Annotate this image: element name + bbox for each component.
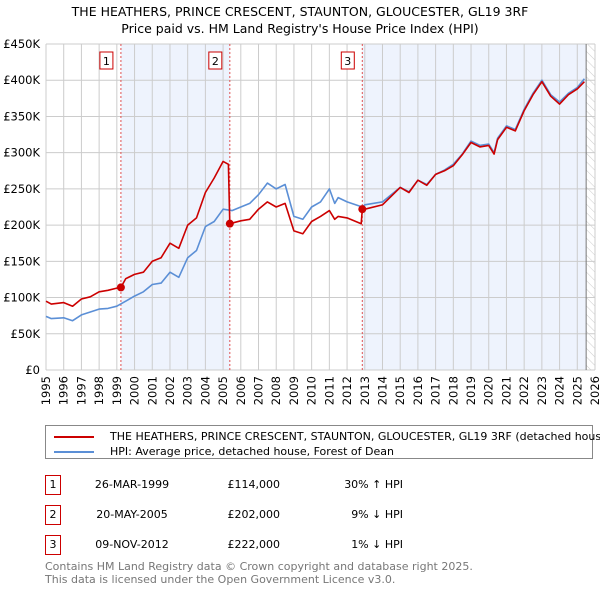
x-tick-label: 2023 <box>535 376 549 405</box>
transaction-row: 3 09-NOV-2012 £222,000 1% ↓ HPI <box>45 535 545 555</box>
y-tick-label: £50K <box>11 327 41 341</box>
transaction-delta: 9% ↓ HPI <box>351 508 403 521</box>
y-tick-label: £0 <box>25 363 40 377</box>
footer: Contains HM Land Registry data © Crown c… <box>45 560 473 586</box>
transaction-row: 1 26-MAR-1999 £114,000 30% ↑ HPI <box>45 475 545 495</box>
marker-badge: 1 <box>45 475 61 495</box>
future-hatch <box>586 44 595 370</box>
x-tick-label: 2020 <box>482 376 496 405</box>
y-tick-label: £350K <box>3 109 40 123</box>
sale-label: 2 <box>212 55 219 68</box>
sale-label-box <box>340 51 355 70</box>
x-tick-label: 2014 <box>375 376 389 405</box>
y-tick-label: £300K <box>3 146 40 160</box>
y-tick-label: £200K <box>3 218 40 232</box>
blue-line-swatch-icon <box>54 450 94 453</box>
legend: THE HEATHERS, PRINCE CRESCENT, STAUNTON,… <box>45 425 600 459</box>
x-tick-label: 2009 <box>287 376 301 405</box>
sale-point <box>358 205 367 214</box>
x-tick-label: 2013 <box>358 376 372 405</box>
sale-label: 1 <box>103 55 110 68</box>
x-tick-label: 2007 <box>252 376 266 405</box>
x-tick-label: 2021 <box>499 376 513 405</box>
transaction-row: 2 20-MAY-2005 £202,000 9% ↓ HPI <box>45 505 545 525</box>
x-tick-label: 1996 <box>57 376 71 405</box>
shaded-period <box>120 44 230 370</box>
marker-badge: 2 <box>45 505 61 525</box>
legend-item-property: THE HEATHERS, PRINCE CRESCENT, STAUNTON,… <box>54 430 600 443</box>
x-tick-label: 2003 <box>181 376 195 405</box>
transaction-delta: 1% ↓ HPI <box>351 538 403 551</box>
legend-label: HPI: Average price, detached house, Fore… <box>110 445 394 458</box>
y-tick-label: £250K <box>3 182 40 196</box>
x-tick-label: 2010 <box>305 376 319 405</box>
x-tick-label: 2016 <box>411 376 425 405</box>
transaction-date: 20-MAY-2005 <box>96 508 168 521</box>
x-tick-label: 2012 <box>340 376 354 405</box>
transaction-date: 26-MAR-1999 <box>94 478 170 491</box>
x-tick-label: 1997 <box>74 376 88 405</box>
x-tick-label: 2005 <box>216 376 230 405</box>
title-line-1: THE HEATHERS, PRINCE CRESCENT, STAUNTON,… <box>71 4 529 19</box>
y-tick-label: £150K <box>3 254 40 268</box>
marker-badge: 3 <box>45 535 61 555</box>
x-tick-label: 2004 <box>198 376 212 405</box>
x-tick-label: 1995 <box>39 376 53 405</box>
shaded-period <box>362 44 587 370</box>
x-tick-label: 2019 <box>464 376 478 405</box>
x-tick-label: 2008 <box>269 376 283 405</box>
legend-label: THE HEATHERS, PRINCE CRESCENT, STAUNTON,… <box>110 430 600 443</box>
footer-line-1: Contains HM Land Registry data © Crown c… <box>45 560 473 573</box>
x-tick-label: 2002 <box>163 376 177 405</box>
title-line-2: Price paid vs. HM Land Registry's House … <box>121 21 479 36</box>
sale-label: 3 <box>344 55 351 68</box>
y-tick-label: £450K <box>3 37 40 51</box>
transaction-delta: 30% ↑ HPI <box>344 478 403 491</box>
x-tick-label: 2017 <box>429 376 443 405</box>
sale-point <box>225 219 234 228</box>
sale-label-box <box>99 51 114 70</box>
transaction-price: £222,000 <box>227 538 281 551</box>
x-tick-label: 2024 <box>553 376 567 405</box>
x-tick-label: 2015 <box>393 376 407 405</box>
red-line-swatch-icon <box>54 435 94 438</box>
footer-line-2: This data is licensed under the Open Gov… <box>45 573 396 586</box>
chart-title: THE HEATHERS, PRINCE CRESCENT, STAUNTON,… <box>0 3 600 37</box>
sale-label-box <box>208 51 223 70</box>
transaction-price: £114,000 <box>227 478 281 491</box>
y-tick-label: £100K <box>3 291 40 305</box>
legend-item-hpi: HPI: Average price, detached house, Fore… <box>54 445 394 458</box>
y-tick-label: £400K <box>3 73 40 87</box>
x-tick-label: 2025 <box>570 376 584 405</box>
x-tick-label: 2018 <box>446 376 460 405</box>
x-tick-label: 2001 <box>145 376 159 405</box>
transaction-price: £202,000 <box>227 508 281 521</box>
x-tick-label: 2022 <box>517 376 531 405</box>
property-price-line <box>45 80 585 307</box>
x-tick-label: 1998 <box>92 376 106 405</box>
x-tick-label: 2006 <box>234 376 248 405</box>
x-tick-label: 2026 <box>588 376 600 405</box>
transaction-date: 09-NOV-2012 <box>95 538 169 551</box>
x-tick-label: 1999 <box>110 376 124 405</box>
x-tick-label: 2000 <box>128 376 142 405</box>
x-tick-label: 2011 <box>322 376 336 405</box>
sale-point <box>116 283 125 292</box>
